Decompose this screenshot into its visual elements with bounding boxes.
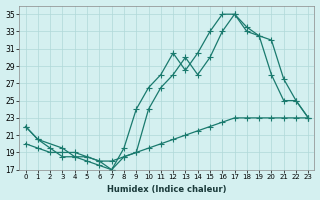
X-axis label: Humidex (Indice chaleur): Humidex (Indice chaleur) (107, 185, 227, 194)
